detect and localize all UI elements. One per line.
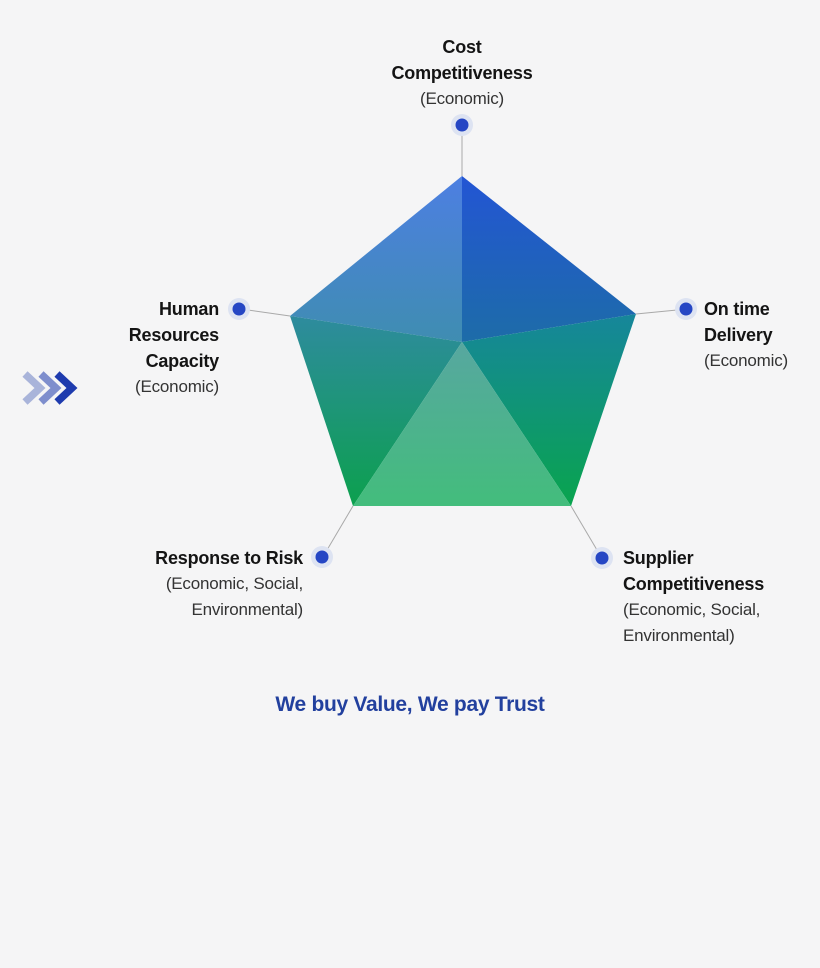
segment-right: [462, 314, 636, 506]
vertex-label-supplier-competitiveness: Supplier Competitiveness (Economic, Soci…: [623, 545, 764, 649]
vertex-subtitle-line: Environmental): [623, 626, 735, 645]
vertex-title-line: Human: [158, 299, 219, 319]
vertex-dot-top: [451, 114, 473, 136]
vertex-title-line: Resources: [128, 325, 219, 345]
vertex-title-line: Capacity: [145, 351, 220, 371]
segment-left: [290, 316, 462, 506]
vertex-label-response-to-risk: Response to Risk (Economic, Social, Envi…: [155, 545, 303, 623]
vertex-title-line: Supplier: [623, 548, 694, 568]
vertex-markers: [228, 114, 697, 569]
vertex-label-on-time-delivery: On time Delivery (Economic): [704, 296, 788, 374]
segment-top-right: [462, 176, 636, 342]
segment-top-left: [290, 176, 462, 342]
vertex-dot-left: [228, 298, 250, 320]
connector-lines: [247, 134, 678, 551]
vertex-title-line: On time: [704, 299, 770, 319]
segment-bottom: [353, 342, 571, 506]
vertex-label-human-resources-capacity: Human Resources Capacity (Economic): [129, 296, 219, 400]
chevron-right-icon: [22, 371, 78, 405]
vertex-dot-right: [675, 298, 697, 320]
vertex-title-line: Response to Risk: [155, 548, 303, 568]
vertex-label-cost-competitiveness: Cost Competitiveness (Economic): [312, 34, 612, 112]
vertex-title-line: Cost: [442, 37, 482, 57]
vertex-subtitle-line: (Economic, Social,: [165, 574, 303, 593]
vertex-subtitle-line: (Economic, Social,: [623, 600, 761, 619]
vertex-subtitle-line: (Economic): [704, 351, 788, 370]
vertex-dot-bottom-left: [311, 546, 333, 568]
vertex-subtitle-line: Environmental): [191, 600, 303, 619]
vertex-subtitle-line: (Economic): [135, 377, 219, 396]
vertex-dot-bottom-right: [591, 547, 613, 569]
tagline: We buy Value, We pay Trust: [275, 693, 545, 716]
vertex-title-line: Delivery: [704, 325, 773, 345]
vertex-subtitle-line: (Economic): [420, 89, 504, 108]
vertex-title-line: Competitiveness: [391, 63, 533, 83]
vertex-title-line: Competitiveness: [623, 574, 765, 594]
